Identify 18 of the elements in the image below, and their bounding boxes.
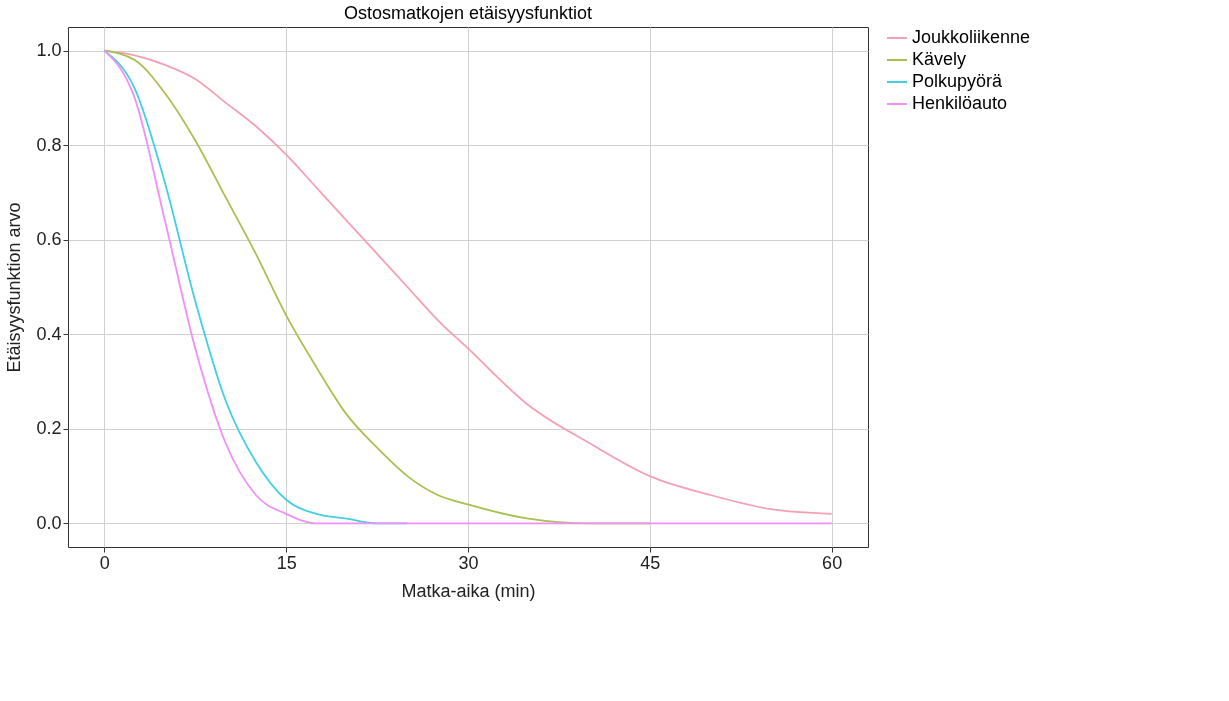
- legend-label: Kävely: [912, 49, 967, 69]
- legend-label: Henkilöauto: [912, 93, 1008, 113]
- y-tick-label: 0.6: [36, 229, 62, 250]
- y-axis-title: Etäisyysfunktion arvo: [4, 202, 25, 373]
- x-tick-label: 45: [640, 552, 661, 573]
- x-tick-label: 60: [822, 552, 843, 573]
- legend-label: Polkupyörä: [912, 71, 1004, 91]
- legend-label: Joukkoliikenne: [912, 27, 1031, 47]
- x-tick-label: 30: [458, 552, 479, 573]
- y-tick-label: 0.0: [36, 512, 62, 533]
- x-axis-title: Matka-aika (min): [401, 580, 536, 601]
- y-tick-label: 0.8: [36, 134, 62, 155]
- x-tick-label: 0: [99, 552, 110, 573]
- y-tick-label: 0.2: [36, 418, 62, 439]
- y-tick-label: 0.4: [36, 323, 62, 344]
- x-tick-label: 15: [276, 552, 297, 573]
- chart-title: Ostosmatkojen etäisyysfunktiot: [343, 3, 593, 23]
- y-tick-label: 1.0: [36, 40, 62, 61]
